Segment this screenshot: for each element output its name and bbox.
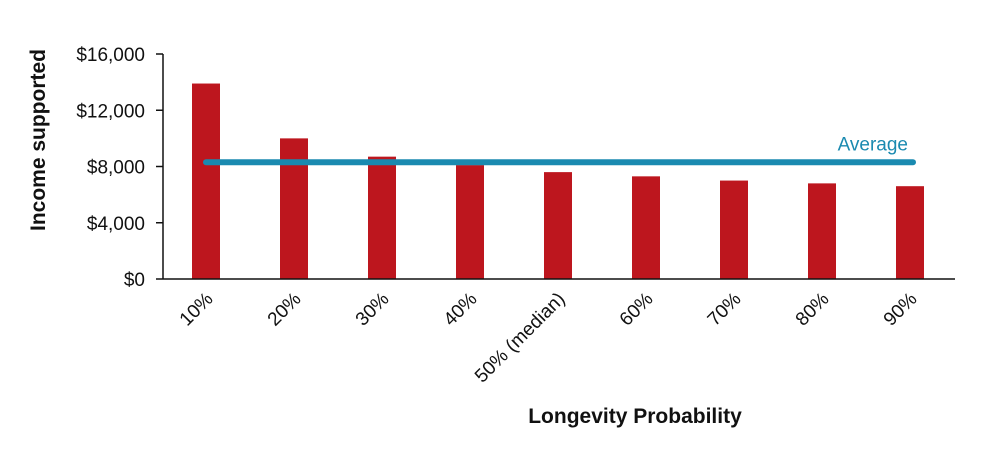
y-tick-label: $12,000 bbox=[76, 101, 145, 122]
bar bbox=[544, 172, 572, 279]
bars bbox=[192, 83, 924, 279]
x-tick-label: 90% bbox=[880, 289, 922, 331]
bar bbox=[368, 156, 396, 279]
x-tick-label: 30% bbox=[352, 289, 394, 331]
y-tick-label: $0 bbox=[124, 270, 145, 291]
bar bbox=[896, 186, 924, 279]
y-tick-label: $16,000 bbox=[76, 45, 145, 66]
x-tick-label: 50% (median) bbox=[471, 289, 569, 387]
bar bbox=[192, 83, 220, 279]
x-tick-label: 70% bbox=[704, 289, 746, 331]
y-tick-label: $4,000 bbox=[87, 214, 145, 235]
y-tick-label: $8,000 bbox=[87, 158, 145, 179]
x-tick-label: 20% bbox=[264, 289, 306, 331]
y-axis-ticks: $0 $4,000 $8,000 $12,000 $16,000 bbox=[76, 45, 163, 291]
x-tick-label: 80% bbox=[792, 289, 834, 331]
bar bbox=[720, 180, 748, 279]
y-axis-title: Income supported bbox=[27, 49, 50, 231]
bar bbox=[808, 183, 836, 279]
x-axis-title: Longevity Probability bbox=[528, 405, 742, 428]
x-axis-ticks: 10% 20% 30% 40%50% (median) 60% 70% 80% 90% bbox=[176, 289, 922, 388]
average-label: Average bbox=[838, 134, 908, 155]
bar bbox=[456, 165, 484, 279]
x-tick-label: 40% bbox=[440, 289, 482, 331]
x-tick-label: 10% bbox=[176, 289, 218, 331]
bar bbox=[632, 176, 660, 279]
x-tick-label: 60% bbox=[616, 289, 658, 331]
